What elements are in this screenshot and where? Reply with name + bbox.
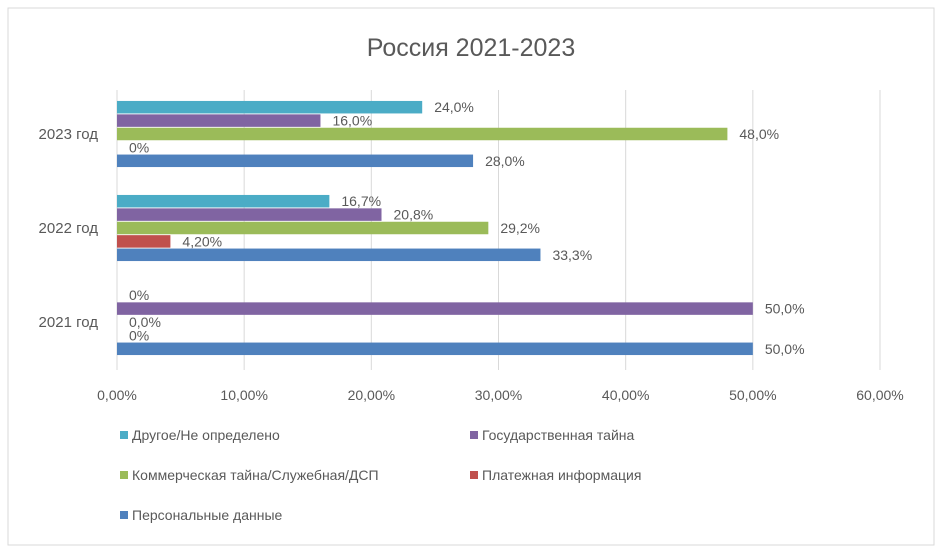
x-tick-label: 50,00%: [729, 387, 776, 403]
x-tick-label: 20,00%: [348, 387, 395, 403]
legend-swatch: [120, 511, 128, 519]
bar: [117, 154, 474, 168]
bar: [117, 235, 171, 248]
data-label: 16,0%: [332, 113, 372, 129]
data-label: 20,8%: [394, 207, 434, 223]
chart-title: Россия 2021-2023: [367, 34, 575, 62]
bar: [117, 248, 541, 262]
bar: [117, 302, 753, 315]
data-label: 28,0%: [485, 153, 525, 169]
data-label: 50,0%: [765, 341, 805, 357]
legend-label: Коммерческая тайна/Служебная/ДСП: [132, 467, 379, 483]
legend-label: Платежная информация: [482, 467, 641, 483]
x-tick-label: 10,00%: [220, 387, 267, 403]
data-label: 4,20%: [182, 233, 222, 249]
data-label: 33,3%: [552, 247, 592, 263]
data-label: 24,0%: [434, 99, 474, 115]
data-label: 29,2%: [500, 220, 540, 236]
data-label: 0%: [129, 327, 149, 343]
chart-frame: [7, 7, 935, 546]
category-label: 2022 год: [39, 220, 99, 237]
bar: [117, 114, 321, 127]
data-label: 0,0%: [129, 314, 161, 330]
legend-label: Государственная тайна: [482, 427, 634, 443]
x-tick-label: 60,00%: [856, 387, 903, 403]
bar: [117, 127, 728, 141]
legend-swatch: [120, 431, 128, 439]
legend-label: Персональные данные: [132, 507, 283, 523]
data-label: 16,7%: [341, 193, 381, 209]
data-label: 0%: [129, 139, 149, 155]
bar: [117, 342, 753, 356]
category-label: 2023 год: [39, 126, 99, 143]
bar: [117, 221, 489, 235]
data-label: 50,0%: [765, 301, 805, 317]
bar: [117, 194, 330, 208]
legend-label: Другое/Не определено: [132, 427, 280, 443]
legend-swatch: [470, 431, 478, 439]
data-label: 0%: [129, 287, 149, 303]
data-label: 48,0%: [739, 126, 779, 142]
x-tick-label: 0,00%: [97, 387, 137, 403]
legend-swatch: [120, 471, 128, 479]
x-tick-label: 30,00%: [475, 387, 522, 403]
category-label: 2021 год: [39, 314, 99, 331]
legend-swatch: [470, 471, 478, 479]
bar: [117, 208, 382, 221]
x-tick-label: 40,00%: [602, 387, 649, 403]
bar: [117, 100, 423, 114]
